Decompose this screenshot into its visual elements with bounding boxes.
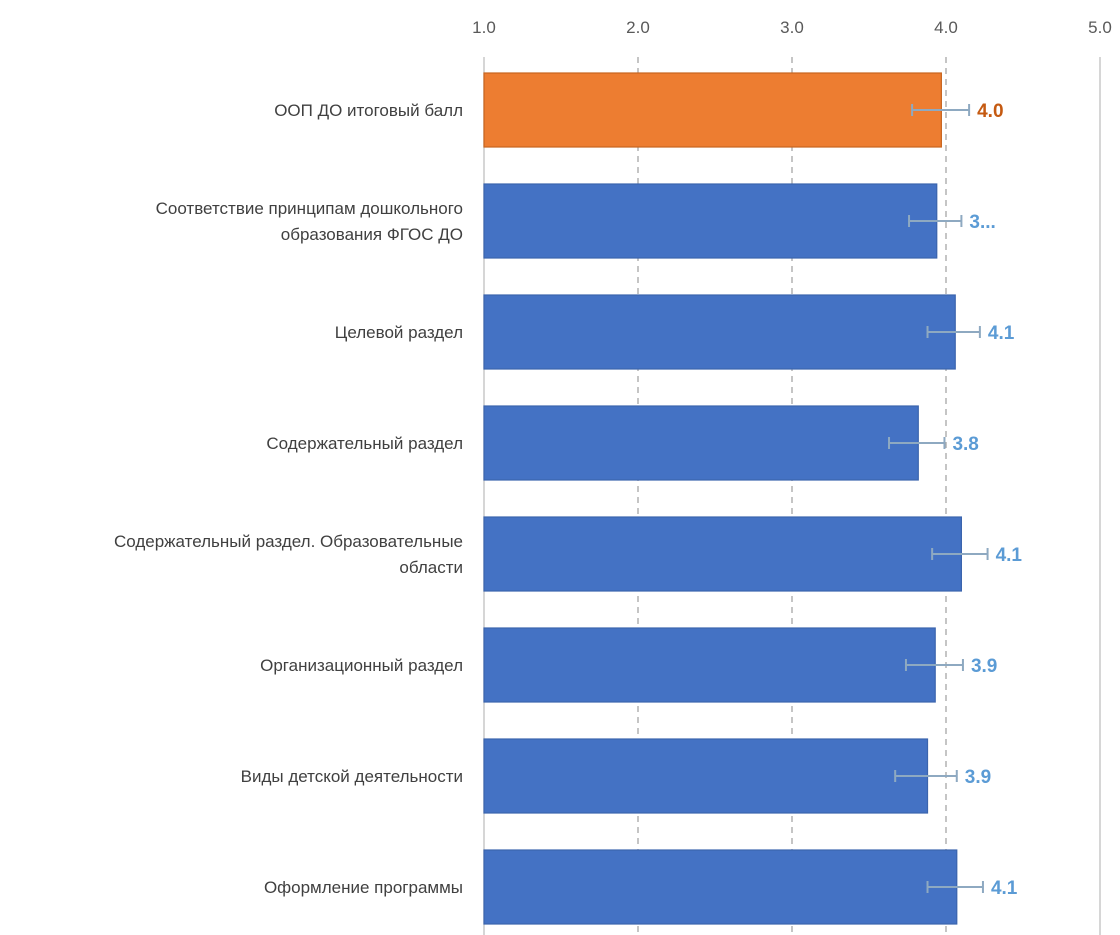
- data-label: 4.1: [988, 323, 1015, 344]
- x-tick-label: 2.0: [626, 18, 650, 37]
- category-label: Содержательный раздел. Образовательные об…: [114, 532, 463, 577]
- category-label: ООП ДО итоговый балл: [274, 101, 463, 120]
- data-label: 3.8: [952, 434, 978, 455]
- category-label: Организационный раздел: [260, 656, 463, 675]
- data-label: 4.0: [977, 101, 1003, 122]
- x-tick-label: 3.0: [780, 18, 804, 37]
- bar[interactable]: [483, 183, 938, 259]
- bar[interactable]: [483, 738, 929, 814]
- x-tick-label: 4.0: [934, 18, 958, 37]
- category-label: Соответствие принципам дошкольного образо…: [156, 199, 463, 244]
- category-label: Целевой раздел: [335, 323, 463, 342]
- data-label: 3...: [969, 212, 995, 233]
- x-tick-label: 1.0: [472, 18, 496, 37]
- data-label: 3.9: [971, 656, 997, 677]
- category-label: Содержательный раздел: [266, 434, 463, 453]
- data-label: 4.1: [991, 878, 1018, 899]
- bar[interactable]: [483, 516, 962, 592]
- category-label: Оформление программы: [264, 878, 463, 897]
- x-tick-label: 5.0: [1088, 18, 1112, 37]
- category-label: Виды детской деятельности: [241, 767, 463, 786]
- data-label: 4.1: [996, 545, 1023, 566]
- bar[interactable]: [483, 627, 936, 703]
- bar[interactable]: [483, 72, 942, 148]
- bar[interactable]: [483, 294, 956, 370]
- bar[interactable]: [483, 405, 919, 481]
- bar[interactable]: [483, 849, 958, 925]
- data-label: 3.9: [965, 767, 991, 788]
